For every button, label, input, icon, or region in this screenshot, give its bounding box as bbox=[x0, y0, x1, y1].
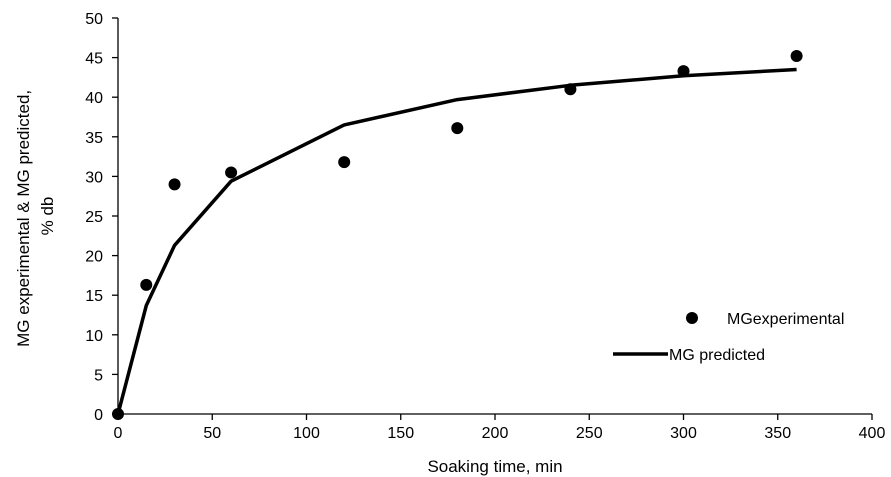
legend-label-experimental: MGexperimental bbox=[727, 311, 844, 328]
legend-label-predicted: MG predicted bbox=[669, 347, 765, 364]
x-axis-title: Soaking time, min bbox=[427, 457, 562, 476]
y-tick-label: 10 bbox=[85, 328, 103, 345]
predicted-line-layer bbox=[116, 67, 797, 415]
x-axis-ticks: 0 50 100 150 200 250 300 350 400 bbox=[114, 414, 886, 442]
y-tick-label: 45 bbox=[85, 51, 103, 68]
y-tick-label: 50 bbox=[85, 11, 103, 28]
y-tick-label: 15 bbox=[85, 288, 103, 305]
experimental-data-point bbox=[338, 156, 351, 169]
experimental-data-point bbox=[451, 122, 464, 135]
x-tick-label: 150 bbox=[387, 425, 414, 442]
predicted-series-line bbox=[116, 67, 797, 415]
experimental-data-point bbox=[112, 408, 124, 420]
x-tick-label: 350 bbox=[764, 425, 791, 442]
y-axis-title-line1: MG experimental & MG predicted, bbox=[14, 90, 33, 347]
x-tick-label: 0 bbox=[114, 425, 123, 442]
experimental-data-point bbox=[790, 50, 803, 63]
x-tick-label: 100 bbox=[293, 425, 320, 442]
experimental-data-point bbox=[564, 83, 577, 96]
legend: MGexperimental MG predicted bbox=[613, 311, 844, 364]
y-tick-label: 0 bbox=[94, 407, 103, 424]
x-tick-label: 250 bbox=[576, 425, 603, 442]
experimental-data-point bbox=[168, 178, 181, 191]
experimental-data-point bbox=[677, 65, 690, 78]
y-axis-ticks: 0 5 10 15 20 25 30 35 40 45 50 bbox=[85, 11, 118, 424]
experimental-data-point bbox=[225, 166, 238, 179]
y-tick-label: 5 bbox=[94, 367, 103, 384]
y-tick-label: 40 bbox=[85, 90, 103, 107]
y-tick-label: 20 bbox=[85, 249, 103, 266]
experimental-data-point bbox=[140, 278, 153, 291]
y-axis-title: MG experimental & MG predicted, % db bbox=[14, 85, 57, 347]
x-tick-label: 50 bbox=[203, 425, 221, 442]
experimental-markers-layer bbox=[112, 50, 803, 420]
x-tick-label: 300 bbox=[670, 425, 697, 442]
y-tick-label: 25 bbox=[85, 209, 103, 226]
y-axis-title-line2: % db bbox=[38, 197, 57, 236]
x-tick-label: 400 bbox=[859, 425, 886, 442]
legend-marker-experimental bbox=[686, 312, 698, 324]
x-tick-label: 200 bbox=[482, 425, 509, 442]
y-tick-label: 35 bbox=[85, 130, 103, 147]
y-tick-label: 30 bbox=[85, 169, 103, 186]
